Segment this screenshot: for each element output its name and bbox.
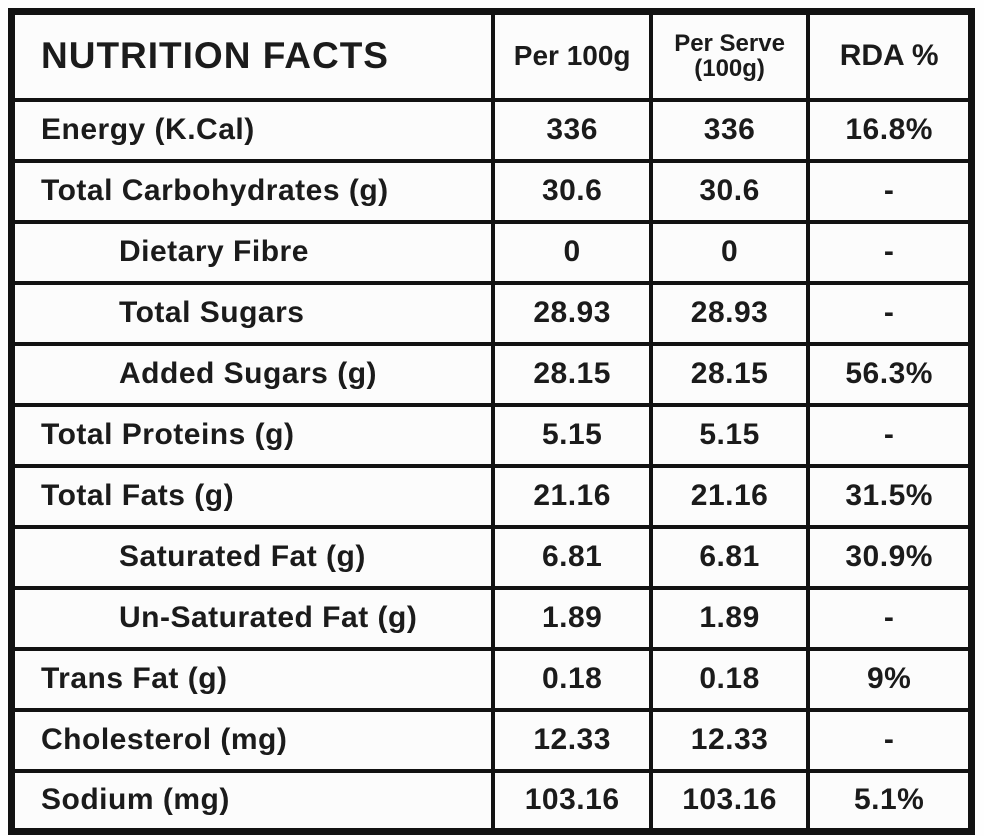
value-per-serve: 5.15 xyxy=(648,402,811,468)
value-per-serve: 21.16 xyxy=(648,463,811,529)
row-label: Total Fats (g) xyxy=(9,463,496,529)
value-per-100g: 0 xyxy=(491,219,653,285)
value-per-serve: 336 xyxy=(648,97,811,163)
value-per-100g: 12.33 xyxy=(491,707,653,773)
value-per-serve: 0.18 xyxy=(648,646,811,712)
col-header-per-100g: Per 100g xyxy=(491,9,653,102)
value-per-100g: 21.16 xyxy=(491,463,653,529)
row-label: Added Sugars (g) xyxy=(9,341,496,407)
value-per-100g: 0.18 xyxy=(491,646,653,712)
table-row: Saturated Fat (g) 6.81 6.81 30.9% xyxy=(9,524,974,590)
table-row: Total Fats (g) 21.16 21.16 31.5% xyxy=(9,463,974,529)
row-label: Cholesterol (mg) xyxy=(9,707,496,773)
value-rda: - xyxy=(806,585,974,651)
value-rda: - xyxy=(806,219,974,285)
col-header-per-serve-line1: Per Serve xyxy=(674,30,785,58)
table-row: Dietary Fibre 0 0- xyxy=(9,219,974,285)
value-per-serve: 0 xyxy=(648,219,811,285)
row-label: Total Proteins (g) xyxy=(9,402,496,468)
value-rda: 30.9% xyxy=(806,524,974,590)
table-row: Cholesterol (mg) 12.33 12.33- xyxy=(9,707,974,773)
row-label: Total Carbohydrates (g) xyxy=(9,158,496,224)
col-header-per-serve-line2: (100g) xyxy=(694,55,765,83)
value-rda: - xyxy=(806,707,974,773)
value-rda: 9% xyxy=(806,646,974,712)
row-label: Total Sugars xyxy=(9,280,496,346)
value-per-serve: 30.6 xyxy=(648,158,811,224)
row-label: Saturated Fat (g) xyxy=(9,524,496,590)
value-rda: - xyxy=(806,280,974,346)
nutrition-table: NUTRITION FACTS Per 100g Per Serve (100g… xyxy=(8,8,975,835)
value-per-serve: 28.93 xyxy=(648,280,811,346)
value-per-100g: 1.89 xyxy=(491,585,653,651)
value-per-100g: 5.15 xyxy=(491,402,653,468)
value-rda: 56.3% xyxy=(806,341,974,407)
row-label: Dietary Fibre xyxy=(9,219,496,285)
table-row: Total Proteins (g) 5.15 5.15- xyxy=(9,402,974,468)
header-row: NUTRITION FACTS Per 100g Per Serve (100g… xyxy=(9,9,974,102)
table-title: NUTRITION FACTS xyxy=(9,9,496,102)
table-body: Energy (K.Cal) 336 336 16.8% Total Carbohydr… xyxy=(9,97,974,834)
value-per-serve: 28.15 xyxy=(648,341,811,407)
value-rda: - xyxy=(806,402,974,468)
table-row: Un-Saturated Fat (g) 1.89 1.89- xyxy=(9,585,974,651)
col-header-rda: RDA % xyxy=(806,9,974,102)
value-per-100g: 6.81 xyxy=(491,524,653,590)
value-per-serve: 6.81 xyxy=(648,524,811,590)
table-row: Total Sugars 28.93 28.93- xyxy=(9,280,974,346)
value-per-100g: 28.15 xyxy=(491,341,653,407)
value-per-serve: 12.33 xyxy=(648,707,811,773)
table-row: Trans Fat (g) 0.18 0.18 9% xyxy=(9,646,974,712)
row-label: Trans Fat (g) xyxy=(9,646,496,712)
row-label: Energy (K.Cal) xyxy=(9,97,496,163)
table-row: Energy (K.Cal) 336 336 16.8% xyxy=(9,97,974,163)
table-row: Total Carbohydrates (g) 30.6 30.6- xyxy=(9,158,974,224)
col-header-per-serve: Per Serve (100g) xyxy=(648,9,811,102)
value-per-serve: 103.16 xyxy=(648,768,811,834)
value-per-100g: 28.93 xyxy=(491,280,653,346)
value-rda: 5.1% xyxy=(806,768,974,834)
value-per-100g: 30.6 xyxy=(491,158,653,224)
table-row: Sodium (mg) 103.16 103.16 5.1% xyxy=(9,768,974,834)
value-rda: 31.5% xyxy=(806,463,974,529)
row-label: Un-Saturated Fat (g) xyxy=(9,585,496,651)
table-row: Added Sugars (g) 28.15 28.15 56.3% xyxy=(9,341,974,407)
value-rda: 16.8% xyxy=(806,97,974,163)
value-per-serve: 1.89 xyxy=(648,585,811,651)
value-rda: - xyxy=(806,158,974,224)
row-label: Sodium (mg) xyxy=(9,768,496,834)
value-per-100g: 103.16 xyxy=(491,768,653,834)
value-per-100g: 336 xyxy=(491,97,653,163)
